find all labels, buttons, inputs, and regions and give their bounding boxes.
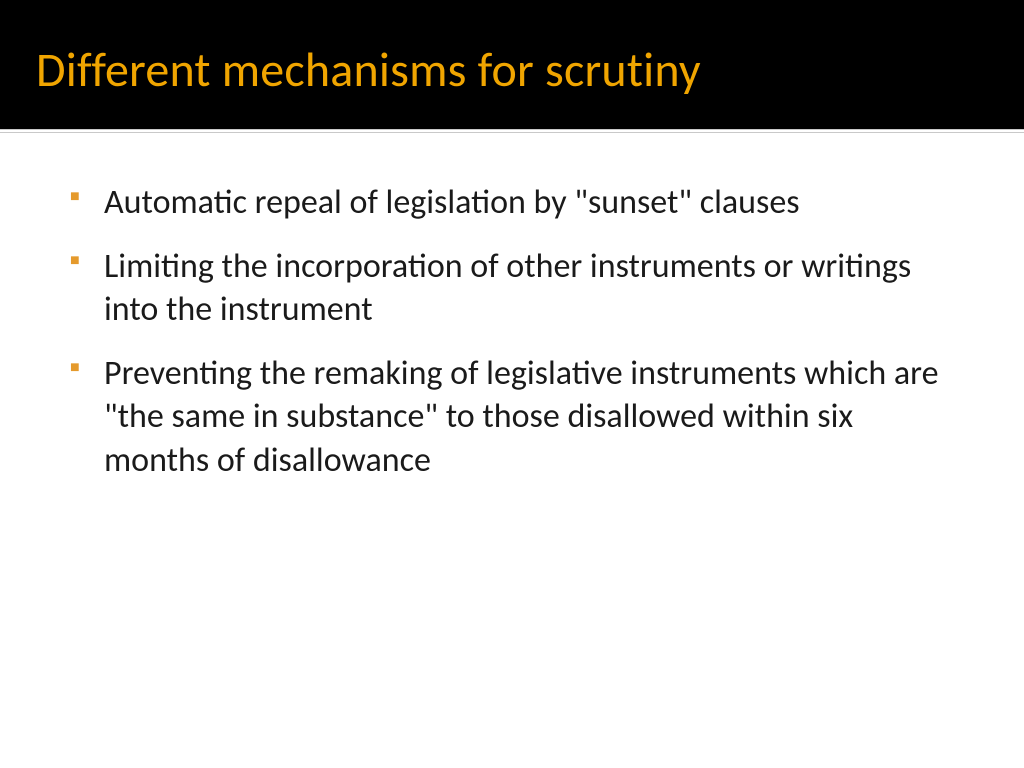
slide-body: Automatic repeal of legislation by "suns…: [0, 133, 1024, 768]
list-item: Limiting the incorporation of other inst…: [64, 245, 960, 332]
slide-title: Different mechanisms for scrutiny: [36, 40, 988, 99]
slide-header: Different mechanisms for scrutiny: [0, 0, 1024, 129]
bullet-list: Automatic repeal of legislation by "suns…: [64, 181, 960, 482]
slide: Different mechanisms for scrutiny Automa…: [0, 0, 1024, 768]
list-item: Automatic repeal of legislation by "suns…: [64, 181, 960, 225]
list-item: Preventing the remaking of legislative i…: [64, 352, 960, 483]
